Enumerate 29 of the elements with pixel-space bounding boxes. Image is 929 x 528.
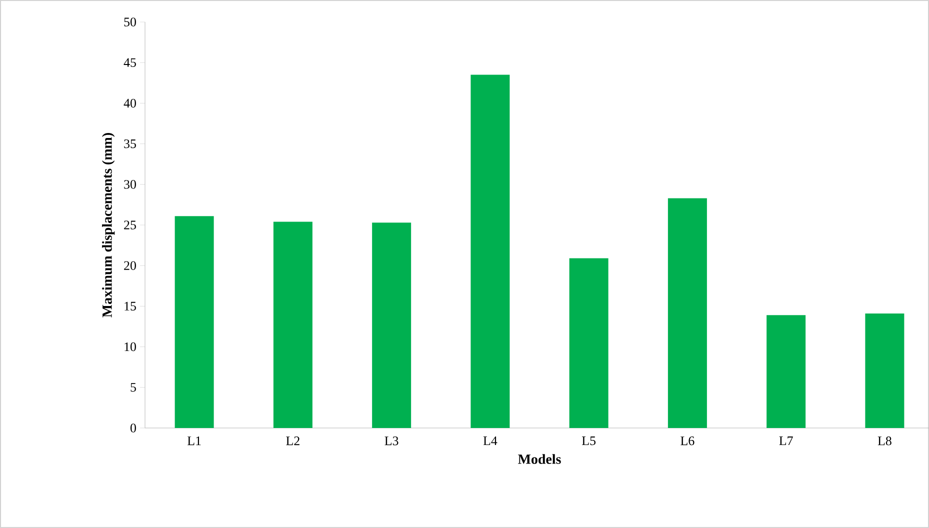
y-tick-label: 50: [124, 18, 136, 26]
x-tick-label: L1: [187, 436, 201, 446]
y-axis-title: Maximum displacements (mm): [102, 133, 115, 318]
bar: [766, 315, 806, 428]
y-tick-label: 0: [130, 424, 136, 432]
x-tick-label: L5: [582, 436, 596, 446]
x-tick-label: L7: [779, 436, 793, 445]
y-tick-label: 5: [130, 383, 136, 392]
bar: [174, 216, 214, 428]
x-axis-title: Models: [518, 454, 561, 464]
y-tick-label: 10: [124, 342, 136, 352]
y-tick-label: 25: [124, 220, 136, 230]
y-tick-label: 20: [124, 261, 136, 270]
y-tick-label: 15: [124, 302, 136, 311]
x-tick-label: L8: [878, 436, 892, 446]
x-tick-label: L4: [483, 436, 498, 446]
x-tick-label: L2: [286, 436, 300, 446]
y-tick-label: 45: [124, 58, 136, 67]
y-tick-label: 35: [124, 139, 136, 148]
bar: [668, 198, 707, 428]
bar: [273, 222, 312, 428]
bar: [470, 74, 510, 428]
y-tick-label: 40: [124, 98, 136, 108]
bar: [372, 222, 412, 428]
x-tick-label: L6: [680, 436, 694, 446]
y-tick-label: 30: [124, 180, 136, 189]
x-tick-label: L3: [384, 436, 398, 446]
bar: [569, 258, 608, 428]
bar: [865, 314, 904, 428]
